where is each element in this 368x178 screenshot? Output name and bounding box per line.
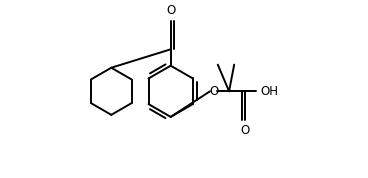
Text: O: O	[241, 124, 250, 137]
Text: O: O	[209, 85, 218, 98]
Text: OH: OH	[261, 85, 279, 98]
Text: O: O	[166, 4, 175, 17]
